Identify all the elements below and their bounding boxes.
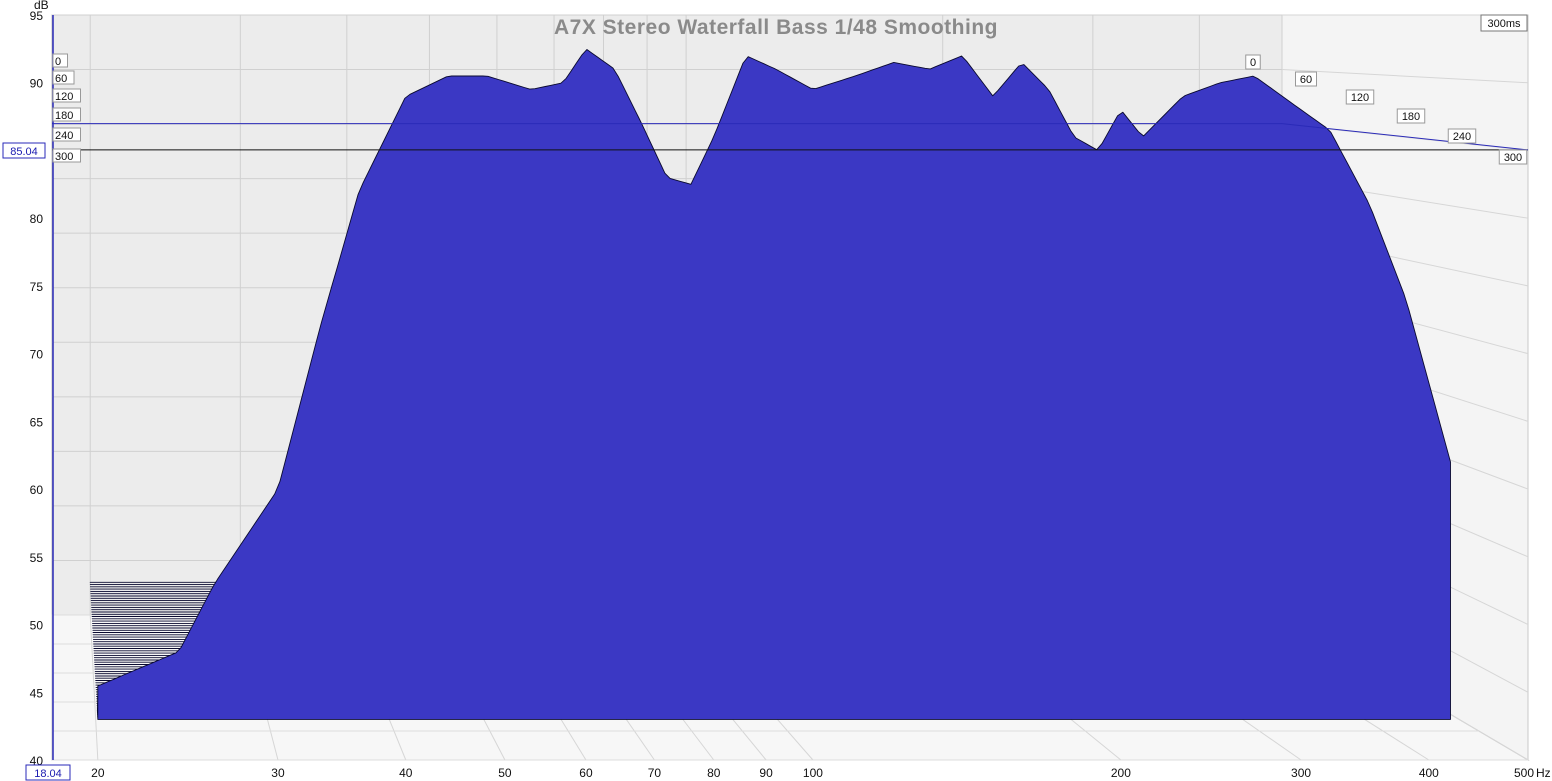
- y-tick-label: 65: [30, 415, 44, 429]
- time-range-label: 300ms: [1487, 18, 1521, 30]
- time-tick-box-right: [1396, 108, 1426, 124]
- x-tick-label: 60: [579, 766, 593, 780]
- time-tick-label-right: 240: [1453, 131, 1471, 143]
- x-tick-label: 100: [803, 766, 823, 780]
- y-tick-label: 75: [30, 280, 44, 294]
- time-tick-label-right: 180: [1402, 111, 1420, 123]
- time-tick-label-right: 60: [1300, 74, 1312, 86]
- chart-title: A7X Stereo Waterfall Bass 1/48 Smoothing: [554, 16, 998, 39]
- y-cursor-readout-box: [2, 142, 46, 159]
- x-tick-label: 90: [759, 766, 773, 780]
- y-tick-label: 50: [30, 619, 44, 633]
- time-tick-label-left: 300: [55, 151, 73, 163]
- waterfall-slices: [89, 49, 1451, 720]
- time-tick-box-left: [52, 148, 81, 163]
- x-tick-label: 20: [91, 766, 105, 780]
- waterfall-slice: [97, 49, 1451, 720]
- time-tick-label-left: 180: [55, 110, 73, 122]
- time-tick-box-right: [1447, 128, 1477, 144]
- x-tick-label: 70: [648, 766, 662, 780]
- time-range-box: [1480, 14, 1528, 32]
- time-tick-box-right: [1498, 149, 1528, 165]
- y-axis-label: dB: [34, 0, 49, 12]
- y-tick-label: 60: [30, 483, 44, 497]
- x-tick-label: 80: [707, 766, 721, 780]
- time-tick-label-left: 120: [55, 91, 73, 103]
- time-tick-box-right: [1345, 89, 1375, 105]
- x-tick-label: 400: [1419, 766, 1439, 780]
- x-tick-label: 30: [271, 766, 285, 780]
- x-tick-label: 300: [1291, 766, 1311, 780]
- x-tick-label: 200: [1111, 766, 1131, 780]
- y-tick-label: 70: [30, 348, 44, 362]
- time-tick-label-right: 120: [1351, 92, 1369, 104]
- time-tick-box-right: [1245, 54, 1261, 70]
- y-tick-label: 90: [30, 77, 44, 91]
- x-tick-label: 50: [498, 766, 512, 780]
- time-tick-label-right: 300: [1504, 152, 1522, 164]
- time-tick-label-right: 0: [1250, 57, 1256, 69]
- db-cursor-side: [1281, 123, 1529, 151]
- y-tick-label: 45: [30, 686, 44, 700]
- time-tick-box-left: [52, 70, 75, 85]
- time-tick-box-left: [52, 53, 68, 68]
- time-tick-box-right: [1295, 71, 1317, 87]
- time-tick-label-left: 0: [55, 56, 61, 68]
- x-cursor-readout: 18.04: [34, 768, 62, 780]
- y-tick-label: 80: [30, 212, 44, 226]
- y-tick-label: 95: [30, 9, 44, 23]
- time-tick-label-left: 240: [55, 130, 73, 142]
- db-gridline-side: [1281, 69, 1529, 84]
- x-tick-label: 40: [399, 766, 413, 780]
- freq-gridline-floor: [89, 614, 99, 761]
- x-cursor-readout-box: [25, 764, 71, 781]
- time-tick-box-left: [52, 107, 81, 122]
- x-axis-unit: Hz: [1536, 766, 1551, 780]
- y-tick-label: 55: [30, 551, 44, 565]
- time-tick-box-left: [52, 88, 81, 103]
- time-tick-box-left: [52, 127, 81, 142]
- time-tick-label-left: 60: [55, 73, 67, 85]
- y-cursor-readout: 85.04: [10, 146, 38, 158]
- x-tick-label: 500: [1514, 766, 1534, 780]
